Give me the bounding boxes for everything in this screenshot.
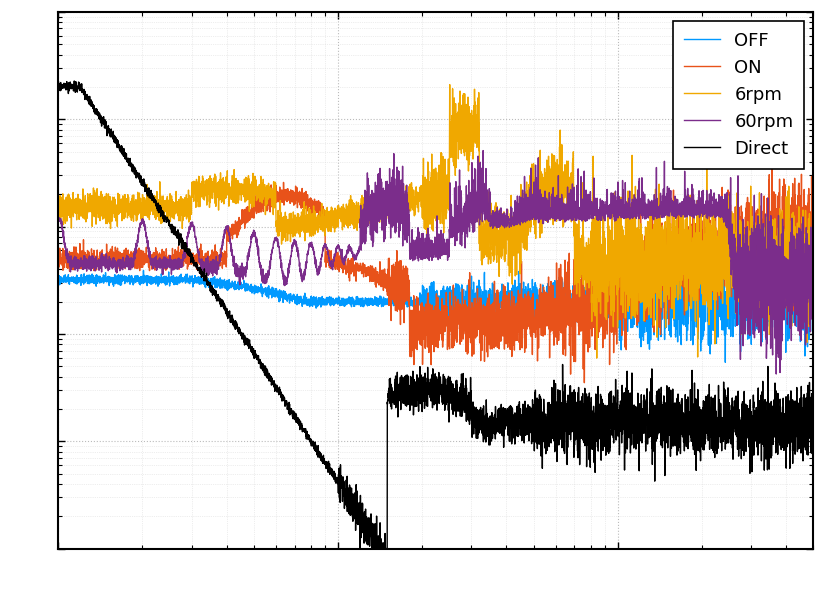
Direct bbox=[53, 82, 63, 89]
6rpm bbox=[445, 81, 455, 88]
60rpm bbox=[478, 147, 488, 154]
Direct bbox=[342, 490, 352, 497]
OFF bbox=[506, 311, 516, 318]
6rpm bbox=[544, 163, 554, 170]
ON bbox=[190, 259, 200, 266]
60rpm bbox=[342, 249, 352, 256]
Legend: OFF, ON, 6rpm, 60rpm, Direct: OFF, ON, 6rpm, 60rpm, Direct bbox=[673, 21, 804, 169]
60rpm bbox=[190, 233, 200, 240]
6rpm bbox=[617, 254, 627, 261]
Line: 6rpm: 6rpm bbox=[58, 84, 813, 358]
6rpm bbox=[342, 221, 352, 228]
ON bbox=[579, 379, 589, 386]
6rpm bbox=[592, 355, 602, 362]
OFF bbox=[342, 296, 352, 303]
ON bbox=[506, 338, 516, 345]
Direct bbox=[190, 260, 200, 267]
Direct bbox=[506, 438, 516, 445]
OFF bbox=[190, 273, 200, 280]
60rpm bbox=[617, 207, 627, 214]
ON bbox=[808, 215, 818, 222]
Direct bbox=[380, 573, 390, 580]
OFF bbox=[642, 244, 652, 251]
OFF bbox=[674, 296, 684, 303]
Direct bbox=[675, 399, 685, 406]
6rpm bbox=[675, 252, 685, 259]
Direct bbox=[808, 407, 818, 414]
ON bbox=[767, 160, 777, 168]
OFF bbox=[617, 292, 627, 299]
ON bbox=[342, 266, 352, 273]
ON bbox=[53, 257, 63, 264]
OFF bbox=[720, 359, 730, 366]
OFF bbox=[544, 293, 554, 300]
OFF bbox=[53, 273, 63, 280]
Line: OFF: OFF bbox=[58, 248, 813, 362]
6rpm bbox=[808, 240, 818, 247]
60rpm bbox=[53, 217, 63, 224]
OFF bbox=[808, 256, 818, 263]
Line: Direct: Direct bbox=[58, 81, 813, 576]
60rpm bbox=[808, 257, 818, 264]
ON bbox=[617, 332, 627, 339]
Direct bbox=[544, 410, 554, 417]
ON bbox=[544, 283, 554, 290]
Direct bbox=[69, 77, 79, 84]
6rpm bbox=[190, 185, 200, 192]
60rpm bbox=[771, 371, 781, 378]
60rpm bbox=[544, 211, 554, 218]
60rpm bbox=[674, 202, 684, 209]
6rpm bbox=[53, 192, 63, 199]
Direct bbox=[617, 409, 627, 417]
Line: 60rpm: 60rpm bbox=[58, 150, 813, 374]
6rpm bbox=[506, 240, 516, 247]
Line: ON: ON bbox=[58, 164, 813, 383]
ON bbox=[674, 278, 684, 285]
60rpm bbox=[506, 223, 516, 230]
